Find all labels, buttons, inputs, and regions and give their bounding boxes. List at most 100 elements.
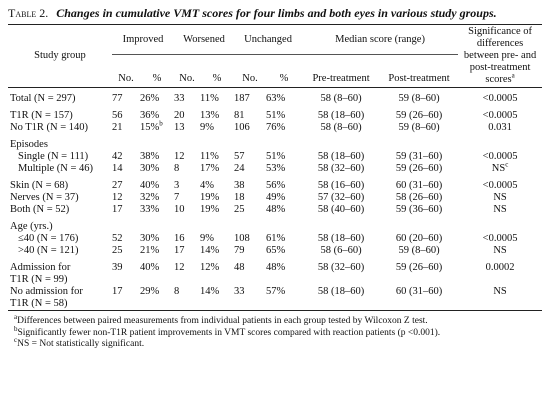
table-cell: 59 (31–60)	[395, 151, 443, 162]
table-cell: 76%	[266, 122, 286, 133]
table-cell: 48%	[266, 262, 286, 273]
footnote-ref: b	[159, 119, 163, 128]
row-label: Nerves (N = 37)	[8, 192, 112, 204]
subheader-cell: No.	[179, 73, 195, 84]
table-cell: 57%	[266, 286, 286, 297]
table-cell: 59 (26–60)	[395, 110, 443, 121]
table-cell: 25	[234, 204, 245, 215]
table-row: Total (N = 297) 77 26% 33 11% 187 63% 58 (8–60)…	[8, 93, 542, 105]
table-cell: 60 (20–60)	[395, 233, 443, 244]
header-cell: Significance of differences between pre-…	[458, 25, 542, 88]
table-row: No admission for T1R (N = 58) 17 29% 8 14% 33 5…	[8, 286, 542, 311]
table-cell: 11%	[200, 151, 219, 162]
table-caption: Changes in cumulative VMT scores for fou…	[56, 6, 497, 20]
label-line: Total (N = 297)	[10, 93, 76, 104]
section-label: Age (yrs.)	[10, 221, 53, 232]
label-line: Multiple (N = 46)	[18, 163, 94, 174]
table-cell: 38%	[140, 151, 160, 162]
table-label: Table 2.	[8, 6, 49, 20]
row-label: T1R (N = 157)	[8, 110, 112, 122]
table-cell: 14%	[200, 286, 220, 297]
table-cell: 26%	[140, 93, 160, 104]
subheader-cell: No.	[242, 73, 258, 84]
subheader-cell: Post-treatment	[388, 73, 450, 84]
row-label: Total (N = 297)	[8, 93, 112, 105]
table-cell: 7	[174, 192, 180, 203]
table-cell: 9%	[200, 122, 215, 133]
footnote: aDifferences between paired measurements…	[8, 312, 542, 328]
table-cell: 57 (32–60)	[317, 192, 365, 203]
table-cell: <0.0005	[482, 110, 518, 121]
label-line: Both (N = 52)	[10, 204, 70, 215]
table-cell: 21	[112, 122, 123, 133]
table-cell: 29%	[140, 286, 160, 297]
table-cell: 58 (8–60)	[320, 93, 362, 104]
table-cell: 32%	[140, 192, 160, 203]
table-cell: 8	[174, 286, 180, 297]
table-cell: 52	[112, 233, 123, 244]
table-cell: 79	[234, 245, 245, 256]
table-cell: 58 (32–60)	[317, 163, 365, 174]
section-label: Episodes	[10, 139, 48, 150]
table-title: Table 2. Changes in cumulative VMT scores…	[8, 6, 542, 20]
table-cell: <0.0005	[482, 180, 518, 191]
table-cell: 17%	[200, 163, 220, 174]
table-cell: 51%	[266, 110, 286, 121]
table-cell: 13%	[200, 110, 220, 121]
row-label: Skin (N = 68)	[8, 180, 112, 192]
footnote-mark: a	[14, 312, 18, 321]
label-line: No admission for	[10, 286, 83, 297]
table-cell: 30%	[140, 163, 160, 174]
table-cell: 58 (40–60)	[317, 204, 365, 215]
table-row: No T1R (N = 140) 21 15%b 13 9% 106 76% 58 (8–60…	[8, 119, 542, 134]
subheader-cell: %	[212, 73, 222, 84]
table-cell: 58 (26–60)	[395, 192, 443, 203]
table-cell: 40%	[140, 180, 160, 191]
row-label: Multiple (N = 46)	[8, 163, 112, 175]
label-line: T1R (N = 157)	[10, 110, 73, 121]
table-cell: 49%	[266, 192, 286, 203]
table-cell: NS	[493, 245, 507, 256]
data-table: Study group Improved Worsened Unchanged …	[8, 24, 543, 311]
header-cell: Study group	[34, 50, 86, 61]
table-cell: 3	[174, 180, 180, 191]
table-cell: 58 (18–60)	[317, 233, 365, 244]
table-cell: 17	[112, 204, 123, 215]
footnotes: aDifferences between paired measurements…	[8, 312, 542, 351]
table-cell: 58 (18–60)	[317, 151, 365, 162]
table-cell: 33%	[140, 204, 160, 215]
header-row: No.% No.% No.% Pre-treatment Post-treatment	[8, 55, 542, 88]
table-cell: 0.031	[488, 122, 512, 133]
table-cell: 33	[174, 93, 185, 104]
row-label: No T1R (N = 140)	[8, 122, 112, 134]
table-cell: 15%b	[140, 119, 174, 134]
table-cell: 12%	[200, 262, 220, 273]
table-cell: 59 (8–60)	[398, 93, 440, 104]
table-cell: 14	[112, 163, 123, 174]
row-label: ≤40 (N = 176)	[8, 233, 112, 245]
table-cell: 187	[234, 93, 250, 104]
table-cell: 57	[234, 151, 245, 162]
table-cell: 0.0002	[485, 262, 515, 273]
label-line: Nerves (N = 37)	[10, 192, 79, 203]
table-row: Nerves (N = 37) 12 32% 7 19% 18 49% 57 (32–60) 5…	[8, 192, 542, 204]
table-cell: 58 (8–60)	[320, 122, 362, 133]
cell-text: NS	[491, 163, 506, 174]
table-cell: 12	[112, 192, 123, 203]
subheader-cell: %	[152, 73, 162, 84]
table-cell: 59 (26–60)	[395, 163, 443, 174]
table-cell: 58 (18–60)	[317, 110, 365, 121]
table-row: Admission for T1R (N = 99) 39 40% 12 12% 48 48%…	[8, 262, 542, 286]
table-cell: 81	[234, 110, 245, 121]
footnote-mark: c	[14, 335, 18, 344]
header-cell: Median score (range)	[302, 24, 459, 56]
label-line: ≤40 (N = 176)	[18, 233, 79, 244]
table-cell: 65%	[266, 245, 286, 256]
table-cell: 27	[112, 180, 123, 191]
table-cell: 17	[112, 286, 123, 297]
table-row: T1R (N = 157) 56 36% 20 13% 81 51% 58 (18–60) 59…	[8, 110, 542, 122]
table-cell: 61%	[266, 233, 286, 244]
header-text: Significance of differences between pre-…	[463, 26, 537, 85]
table-cell: 24	[234, 163, 245, 174]
